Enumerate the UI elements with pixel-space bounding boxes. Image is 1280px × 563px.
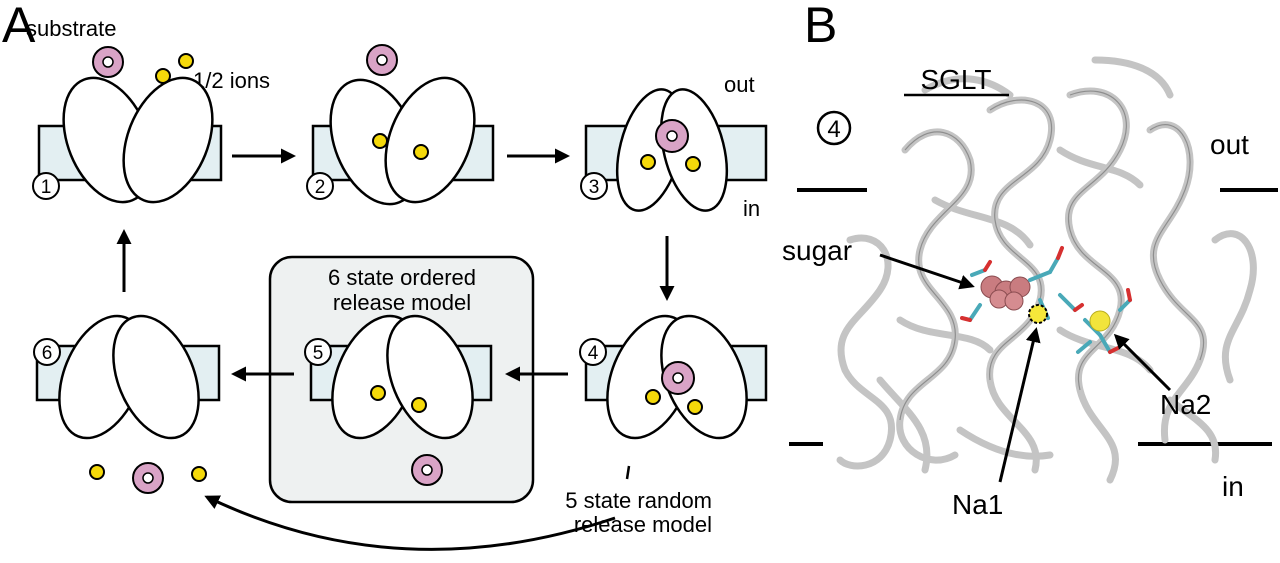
random-model-line2: release model: [574, 512, 712, 537]
bound-sugar: [980, 275, 1031, 311]
cycle-arrows: [116, 148, 675, 551]
panel-b: B: [782, 0, 1278, 520]
ordered-model-line2: release model: [333, 290, 471, 315]
panel-a-letter: A: [2, 0, 36, 53]
free-ions-top: [155, 53, 194, 84]
state-6-transporter: 6: [33, 314, 221, 440]
free-substrate-state2: [366, 44, 398, 76]
state-3-transporter: 3: [580, 88, 768, 212]
out-label-a: out: [724, 72, 755, 97]
state-2-transporter: 2: [306, 76, 495, 206]
panel-b-letter: B: [804, 0, 837, 53]
state-number-6: 6: [42, 343, 53, 364]
state-number-5: 5: [313, 343, 324, 364]
ions-label: 1/2 ions: [193, 68, 270, 93]
binding-site-residues: [960, 246, 1132, 354]
state-1-transporter: 1: [32, 76, 223, 204]
state-number-3: 3: [589, 177, 600, 198]
sugar-label: sugar: [782, 235, 852, 266]
state-number-4: 4: [588, 343, 599, 364]
substrate-label: substrate: [26, 16, 117, 41]
state-5-transporter: 5: [304, 314, 493, 486]
free-substrate-top: [92, 46, 124, 78]
sglt-title: SGLT: [920, 64, 991, 95]
na2-label: Na2: [1160, 389, 1211, 420]
state-number-2: 2: [315, 177, 326, 198]
na2-site: [1089, 310, 1111, 332]
state-marker-number: 4: [827, 116, 840, 143]
random-model-line1: 5 state random: [565, 488, 712, 513]
state-number-1: 1: [41, 177, 52, 198]
sglt-protein-structure: [836, 56, 1257, 484]
panel-a: A substrate 1/2 ions out in 1: [2, 0, 768, 551]
in-label-b: in: [1222, 471, 1244, 502]
free-released-bottom: [89, 462, 207, 494]
na1-site: [1028, 304, 1048, 324]
pointer-arrows-b: [879, 253, 1172, 483]
state-4-transporter: 4: [579, 314, 768, 440]
ordered-model-line1: 6 state ordered: [328, 265, 476, 290]
state-4-marker: 4: [816, 110, 852, 146]
in-label-a: in: [743, 196, 760, 221]
na1-label: Na1: [952, 489, 1003, 520]
out-label-b: out: [1210, 129, 1249, 160]
